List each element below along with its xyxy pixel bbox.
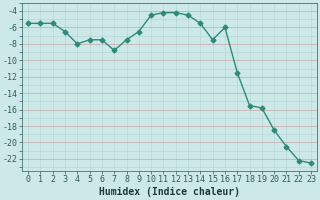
X-axis label: Humidex (Indice chaleur): Humidex (Indice chaleur): [99, 187, 240, 197]
